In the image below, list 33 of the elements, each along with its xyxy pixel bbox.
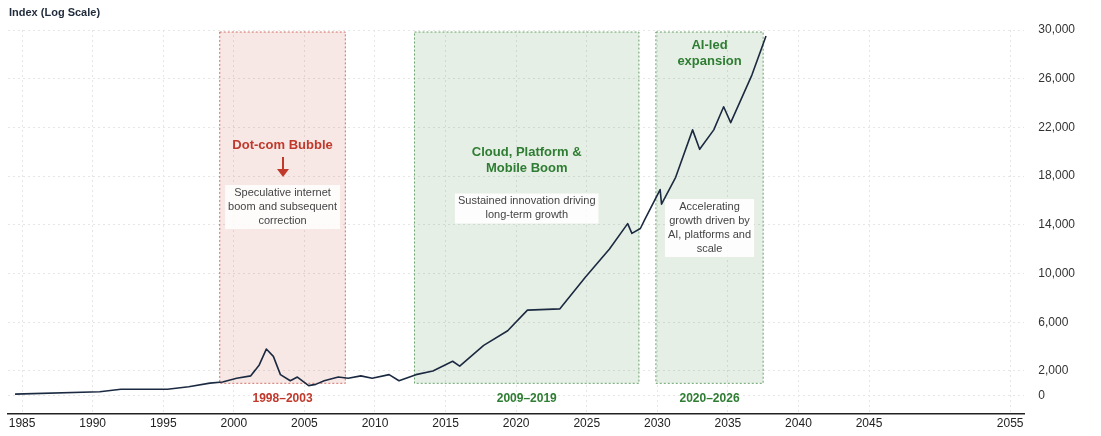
x-tick-label: 2000 [220, 416, 248, 431]
y-tick-label: 10,000 [1038, 265, 1076, 280]
x-tick-label: 2015 [432, 416, 460, 431]
annotation: AI-led expansion [677, 36, 742, 68]
band-label: 2009–2019 [496, 390, 558, 405]
band-label: 1998–2003 [252, 390, 313, 405]
annotation: Dot-com Bubble [232, 136, 333, 152]
x-tick-label: 2010 [361, 416, 389, 431]
x-tick-label: 2020 [502, 416, 530, 431]
annotation: Sustained innovation driving long-term growth [457, 194, 596, 221]
annotation: Cloud, Platform & Mobile Boom [471, 144, 582, 175]
x-tick-label: 1990 [79, 416, 107, 431]
y-tick-label: 22,000 [1038, 119, 1076, 134]
x-tick-label: 1995 [149, 416, 177, 431]
y-tick-label: 0 [1038, 387, 1046, 402]
x-tick-label: 1985 [8, 416, 36, 431]
y-tick-label: 14,000 [1038, 217, 1076, 232]
y-tick-label: 18,000 [1038, 168, 1076, 183]
y-tick-label: 26,000 [1038, 71, 1076, 86]
x-tick-label: 2045 [855, 416, 883, 431]
band-label: 2020–2026 [679, 390, 740, 405]
x-tick-label: 2040 [785, 416, 813, 431]
x-tick-label: 2005 [291, 416, 319, 431]
x-tick-label: 2035 [714, 416, 742, 431]
annotation: Speculative internet boom and subsequent correction [228, 186, 337, 227]
y-tick-label: 2,000 [1038, 363, 1069, 378]
annotation: Accelerating growth driven by AI, platforms and scale [667, 200, 752, 255]
y-tick-label: 6,000 [1038, 314, 1069, 329]
chart-title: Index (Log Scale) [9, 6, 101, 19]
x-tick-label: 2030 [643, 416, 671, 431]
x-tick-label: 2025 [573, 416, 601, 431]
y-tick-label: 30,000 [1038, 22, 1076, 37]
x-tick-label: 2055 [996, 416, 1024, 431]
